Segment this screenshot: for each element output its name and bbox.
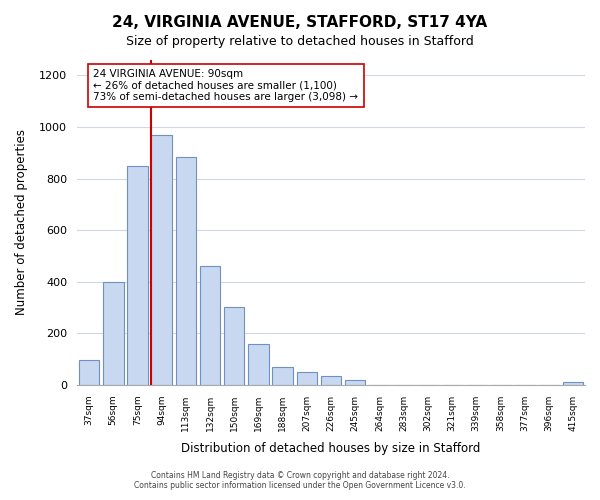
- Text: 24 VIRGINIA AVENUE: 90sqm
← 26% of detached houses are smaller (1,100)
73% of se: 24 VIRGINIA AVENUE: 90sqm ← 26% of detac…: [94, 69, 358, 102]
- Bar: [563, 382, 583, 385]
- Bar: [272, 366, 293, 385]
- Bar: [320, 376, 341, 385]
- Bar: [103, 282, 124, 385]
- Y-axis label: Number of detached properties: Number of detached properties: [15, 130, 28, 316]
- Text: 24, VIRGINIA AVENUE, STAFFORD, ST17 4YA: 24, VIRGINIA AVENUE, STAFFORD, ST17 4YA: [112, 15, 488, 30]
- X-axis label: Distribution of detached houses by size in Stafford: Distribution of detached houses by size …: [181, 442, 481, 455]
- Bar: [248, 344, 269, 385]
- Text: Contains HM Land Registry data © Crown copyright and database right 2024.
Contai: Contains HM Land Registry data © Crown c…: [134, 470, 466, 490]
- Bar: [345, 380, 365, 385]
- Bar: [224, 308, 244, 385]
- Bar: [200, 266, 220, 385]
- Bar: [127, 166, 148, 385]
- Text: Size of property relative to detached houses in Stafford: Size of property relative to detached ho…: [126, 35, 474, 48]
- Bar: [176, 156, 196, 385]
- Bar: [79, 360, 100, 385]
- Bar: [296, 372, 317, 385]
- Bar: [151, 135, 172, 385]
